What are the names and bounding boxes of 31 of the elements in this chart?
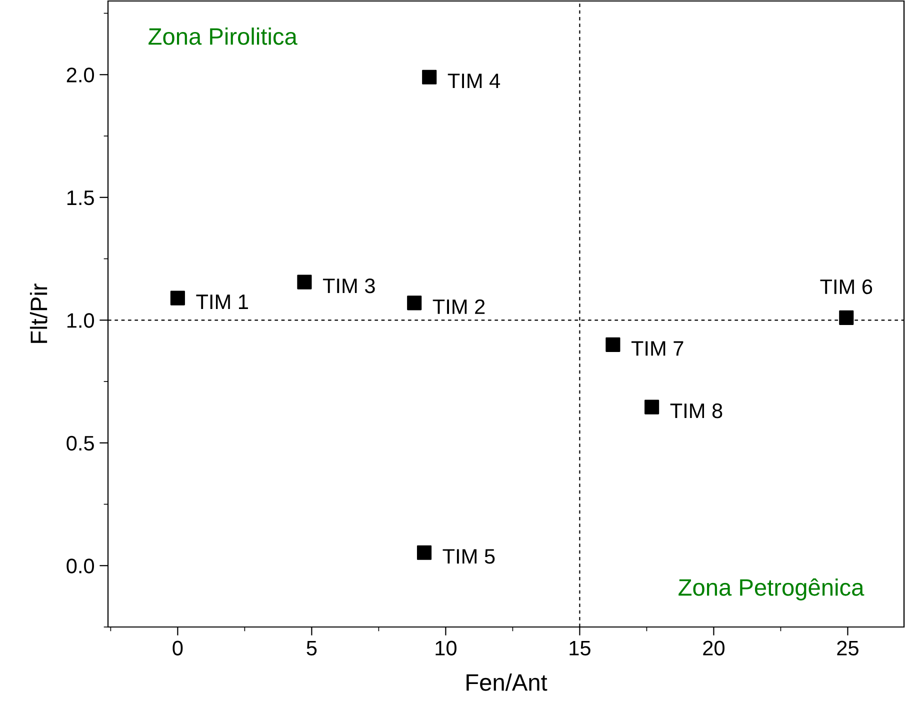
y-tick-label: 2.0 (66, 68, 94, 82)
annotation: TIM 4 (448, 74, 500, 88)
annotation: Zona Pirolitica (148, 28, 298, 45)
point (839, 310, 854, 325)
annotation: TIM 6 (820, 279, 872, 294)
annotation: TIM 8 (670, 403, 722, 418)
x-tick-label: 25 (837, 640, 858, 656)
annotation: TIM 1 (196, 294, 248, 309)
point (422, 70, 437, 84)
annotation: TIM 5 (442, 549, 495, 564)
x-axis-title: Fen/Ant (466, 674, 548, 691)
annotation: TIM 7 (631, 341, 684, 356)
x-tick-label: 10 (436, 640, 456, 656)
annotation: TIM 3 (322, 278, 375, 294)
y-tick-label: 1.5 (67, 190, 94, 206)
x-tick-label: 15 (570, 640, 590, 656)
y-tick-label: 0.5 (66, 436, 94, 451)
point (407, 296, 422, 310)
annotation: Zona Petrogênica (678, 578, 864, 600)
x-tick-label: 5 (306, 640, 317, 656)
annotation: TIM 2 (432, 299, 485, 314)
y-tick-label: 0.0 (66, 558, 94, 574)
point (416, 545, 432, 560)
y-tick-label: 1.0 (67, 313, 94, 328)
point (297, 274, 312, 290)
y-axis-title: Flt/Pir (30, 284, 48, 343)
x-tick-label: 20 (703, 640, 724, 656)
point (170, 290, 185, 306)
x-tick-label: 0 (172, 640, 183, 656)
point (644, 400, 660, 414)
point (606, 337, 620, 352)
